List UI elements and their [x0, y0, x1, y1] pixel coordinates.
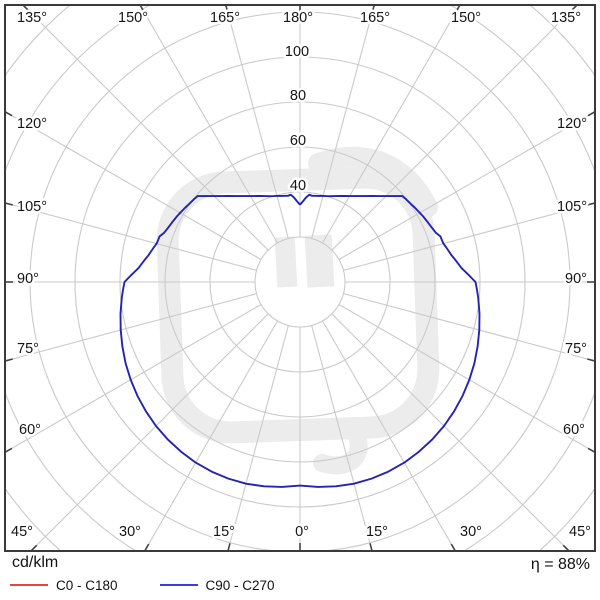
frame-tick [227, 543, 231, 552]
grid-spoke [6, 202, 257, 271]
radial-label: 60 [290, 133, 306, 149]
angle-label: 150° [451, 10, 481, 26]
angle-label: 90° [17, 271, 39, 287]
watermark-inner-bar-left [274, 236, 298, 288]
grid-spoke [140, 6, 278, 244]
angle-label: 135° [551, 10, 581, 26]
angle-label: 60° [19, 422, 41, 438]
grid-spoke [311, 6, 375, 239]
angle-label: 165° [360, 10, 390, 26]
angle-label: 105° [17, 199, 47, 215]
watermark-ring [156, 166, 440, 444]
grid-spoke [331, 6, 577, 251]
radial-label: 100 [285, 44, 309, 60]
frame-tick [4, 110, 13, 117]
watermark-tail [313, 417, 368, 475]
angle-label: 30° [460, 524, 482, 540]
grid-spoke [31, 313, 269, 550]
chart-frame [4, 4, 596, 552]
frame-tick [225, 4, 229, 13]
angle-label: 180° [283, 10, 313, 26]
radial-label: 80 [290, 88, 306, 104]
frame-tick [369, 543, 373, 552]
watermark-logo [156, 146, 440, 475]
angle-label: 15° [366, 524, 388, 540]
angle-label: 75° [17, 341, 39, 357]
unit-label: cd/klm [12, 554, 59, 571]
grid-spoke [6, 293, 257, 362]
grid-spoke [311, 325, 373, 550]
grid-spoke [225, 6, 289, 239]
legend-label-c90-c270: C90 - C270 [205, 577, 275, 593]
grid-spoke [144, 320, 278, 550]
grid-spoke [343, 293, 594, 362]
frame-tick [4, 447, 13, 454]
grid-spoke [6, 304, 262, 453]
legend: C0 - C180 C90 - C270 [10, 577, 275, 593]
grid-spoke [227, 325, 289, 550]
angle-label: 150° [118, 10, 148, 26]
grid-spoke [343, 202, 594, 271]
angle-label: 60° [563, 422, 585, 438]
frame-tick [587, 202, 596, 206]
angle-label: 120° [557, 116, 587, 132]
grid-spoke [6, 111, 262, 260]
angle-label: 75° [565, 341, 587, 357]
legend-label-c0-c180: C0 - C180 [56, 577, 118, 593]
grid-spoke [23, 6, 269, 251]
grid-spoke [331, 313, 569, 550]
frame-tick [143, 543, 150, 552]
angle-label: 30° [119, 524, 141, 540]
grid-spoke [338, 304, 594, 453]
angle-label: 45° [569, 524, 591, 540]
legend-line-c0-c180 [10, 584, 48, 586]
angle-label: 105° [557, 199, 587, 215]
angle-label: 0° [295, 524, 309, 540]
angle-label: 135° [17, 10, 47, 26]
frame-tick [587, 358, 596, 362]
angle-label: 120° [17, 116, 47, 132]
angle-label: 15° [213, 524, 235, 540]
frame-tick [587, 110, 596, 117]
watermark-inner-bar-right [304, 234, 335, 288]
grid-spoke [322, 6, 460, 244]
frame-tick [4, 358, 13, 362]
curve-c90-c270 [119, 193, 481, 488]
grid-spoke [322, 320, 456, 550]
legend-line-c90-c270 [159, 584, 198, 586]
frame-tick [587, 447, 596, 454]
angle-label: 90° [565, 271, 587, 287]
radial-label: 40 [290, 178, 306, 194]
frame-tick [139, 4, 145, 13]
angle-label: 45° [11, 524, 33, 540]
frame-tick [455, 4, 461, 13]
frame-tick [450, 543, 457, 552]
frame-tick [371, 4, 375, 13]
grid-spoke [338, 111, 594, 260]
efficiency-value: η = 88% [530, 556, 590, 573]
frame-tick [4, 202, 13, 206]
angle-label: 165° [210, 10, 240, 26]
